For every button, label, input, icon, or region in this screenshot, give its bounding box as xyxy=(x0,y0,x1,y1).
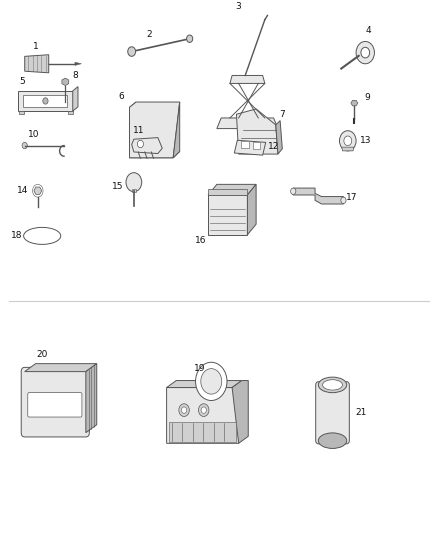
Bar xyxy=(253,142,261,149)
Circle shape xyxy=(179,404,189,416)
Polygon shape xyxy=(293,188,343,204)
Circle shape xyxy=(181,407,187,413)
Polygon shape xyxy=(166,381,242,387)
Polygon shape xyxy=(62,78,69,86)
Polygon shape xyxy=(173,102,180,158)
Circle shape xyxy=(138,140,144,148)
Circle shape xyxy=(43,98,48,104)
Polygon shape xyxy=(342,147,354,151)
Circle shape xyxy=(356,42,374,64)
Circle shape xyxy=(201,369,222,394)
Circle shape xyxy=(195,362,227,400)
Circle shape xyxy=(344,136,352,146)
Text: 8: 8 xyxy=(72,71,78,80)
Text: 9: 9 xyxy=(364,93,370,102)
Ellipse shape xyxy=(318,433,347,448)
Text: 14: 14 xyxy=(17,186,28,195)
Polygon shape xyxy=(130,151,180,158)
Polygon shape xyxy=(75,62,81,66)
Bar xyxy=(68,111,73,114)
Text: 6: 6 xyxy=(119,92,124,101)
Polygon shape xyxy=(73,87,78,111)
Polygon shape xyxy=(130,102,136,158)
Polygon shape xyxy=(25,55,49,73)
Bar xyxy=(132,189,136,192)
Polygon shape xyxy=(232,381,248,443)
Text: 13: 13 xyxy=(360,136,371,146)
Polygon shape xyxy=(234,140,266,155)
Text: 10: 10 xyxy=(28,131,39,140)
Circle shape xyxy=(290,188,296,195)
Circle shape xyxy=(201,407,206,413)
Text: 18: 18 xyxy=(11,231,23,240)
Polygon shape xyxy=(86,364,97,433)
Polygon shape xyxy=(247,184,256,235)
Text: 21: 21 xyxy=(355,408,367,417)
Bar xyxy=(19,111,24,114)
Polygon shape xyxy=(34,187,42,195)
Bar xyxy=(169,422,237,442)
Polygon shape xyxy=(18,91,73,111)
Circle shape xyxy=(339,131,356,151)
Text: 17: 17 xyxy=(346,193,358,202)
Text: 5: 5 xyxy=(20,77,25,86)
Circle shape xyxy=(341,197,346,204)
Circle shape xyxy=(198,404,209,416)
Bar xyxy=(23,94,67,107)
Polygon shape xyxy=(208,184,256,195)
Polygon shape xyxy=(130,102,180,158)
Polygon shape xyxy=(351,100,358,106)
Text: 16: 16 xyxy=(194,236,206,245)
Text: 11: 11 xyxy=(132,126,144,135)
Polygon shape xyxy=(230,76,265,84)
FancyBboxPatch shape xyxy=(21,367,89,437)
Ellipse shape xyxy=(322,379,343,390)
Text: 20: 20 xyxy=(36,350,48,359)
Text: 12: 12 xyxy=(268,142,279,151)
Text: 15: 15 xyxy=(112,182,123,191)
Polygon shape xyxy=(166,387,239,443)
Circle shape xyxy=(361,47,370,58)
Text: 2: 2 xyxy=(146,30,152,39)
Polygon shape xyxy=(132,138,162,154)
Circle shape xyxy=(126,173,142,192)
Polygon shape xyxy=(217,118,278,128)
Text: 4: 4 xyxy=(366,26,371,35)
FancyBboxPatch shape xyxy=(28,393,82,417)
Polygon shape xyxy=(208,195,247,235)
Ellipse shape xyxy=(24,228,61,245)
Text: 19: 19 xyxy=(194,365,205,373)
Ellipse shape xyxy=(318,377,347,393)
Polygon shape xyxy=(237,109,278,154)
Circle shape xyxy=(187,35,193,43)
Text: 7: 7 xyxy=(279,110,285,119)
Polygon shape xyxy=(25,364,97,372)
FancyBboxPatch shape xyxy=(316,382,350,444)
Text: 3: 3 xyxy=(236,2,241,11)
Circle shape xyxy=(22,142,27,149)
Bar xyxy=(241,141,249,148)
Text: 1: 1 xyxy=(33,42,39,51)
Polygon shape xyxy=(276,120,283,154)
Polygon shape xyxy=(208,189,247,195)
Circle shape xyxy=(128,47,136,56)
